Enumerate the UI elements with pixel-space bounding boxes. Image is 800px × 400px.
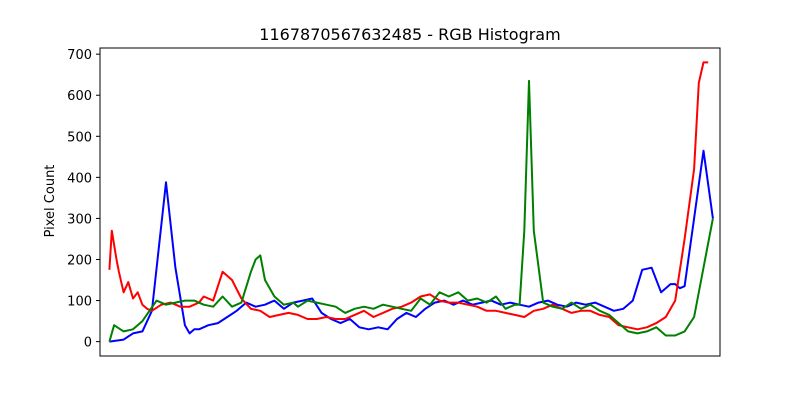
- y-tick-label: 100: [67, 295, 92, 310]
- green-channel-line: [108, 79, 714, 342]
- red-channel-line: [108, 61, 709, 331]
- y-tick-label: 700: [67, 48, 92, 63]
- y-tick-label: 0: [84, 336, 92, 351]
- y-axis-label: Pixel Count: [43, 165, 58, 238]
- series-layer: [108, 61, 714, 343]
- y-tick-label: 500: [67, 130, 92, 145]
- y-tick-label: 200: [67, 253, 92, 268]
- chart-title: 1167870567632485 - RGB Histogram: [259, 25, 560, 44]
- y-tick-label: 300: [67, 212, 92, 227]
- blue-channel-line: [109, 149, 714, 343]
- plot-area-frame: [99, 47, 721, 357]
- y-axis-ticks: 0 100 200 300 400 500 600 700: [67, 48, 100, 351]
- y-tick-label: 600: [67, 89, 92, 104]
- y-tick-label: 400: [67, 171, 92, 186]
